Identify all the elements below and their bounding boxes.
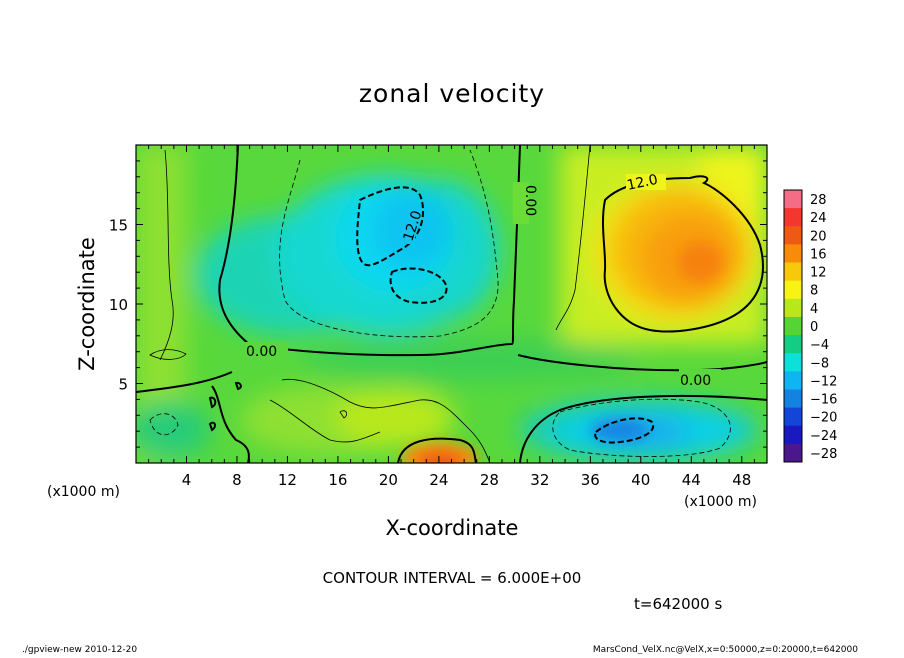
- colorbar-label: −8: [810, 356, 829, 371]
- colorbar: 28 24 20 16 12 8 4 0 −4 −8 −12 −16 −20 −24 −28: [783, 189, 837, 463]
- x-axis: 4 8 12 16 20 24 28 32 36 40 44 48: [148, 145, 755, 489]
- y-axis: 5 10 15: [109, 160, 767, 448]
- colorbar-label: 12: [810, 266, 827, 281]
- x-tick-label: 8: [232, 471, 242, 489]
- plot-area: [136, 145, 767, 463]
- field-peaks: [402, 242, 722, 463]
- colorbar-label: 28: [810, 193, 827, 208]
- colorbar-label: −4: [810, 338, 829, 353]
- colorbar-label: −28: [810, 447, 837, 462]
- x-tick-label: 28: [480, 471, 499, 489]
- y-tick-label: 5: [118, 376, 128, 394]
- x-tick-label: 4: [182, 471, 192, 489]
- colorbar-swatch: [784, 353, 802, 372]
- footer-left: ./gpview-new 2010-12-20: [22, 645, 137, 654]
- colorbar-label: −24: [810, 429, 837, 444]
- negative-contours: [149, 149, 731, 457]
- colorbar-swatch: [784, 244, 802, 264]
- x-tick-label: 24: [429, 471, 448, 489]
- y-unit-label: (x1000 m): [684, 494, 757, 510]
- y-tick-label: 10: [109, 296, 128, 314]
- x-axis-label: X-coordinate: [386, 516, 519, 540]
- contour-interval: CONTOUR INTERVAL = 6.000E+00: [323, 569, 582, 587]
- colorbar-label: 4: [810, 302, 818, 317]
- minus-twelve-contours: [356, 186, 655, 444]
- colorbar-label: −12: [810, 374, 837, 389]
- colorbar-label: −16: [810, 393, 837, 408]
- field-shading: [136, 145, 767, 463]
- colorbar-swatch: [784, 190, 802, 209]
- plus-twelve-contours: [602, 175, 764, 333]
- y-axis-label: Z-coordinate: [75, 237, 99, 371]
- x-tick-label: 16: [328, 471, 347, 489]
- contour-label: 0.00: [522, 185, 538, 216]
- colorbar-label: 0: [810, 320, 818, 335]
- colorbar-swatch: [784, 226, 802, 245]
- colorbar-swatch: [784, 262, 802, 282]
- colorbar-swatch: [784, 335, 802, 354]
- x-tick-label: 20: [379, 471, 398, 489]
- footer-right: MarsCond_VelX.nc@VelX,x=0:50000,z=0:2000…: [593, 645, 858, 654]
- contour-label: 0.00: [680, 373, 711, 389]
- colorbar-label: −20: [810, 411, 837, 426]
- x-tick-label: 40: [631, 471, 650, 489]
- x-tick-label: 44: [682, 471, 701, 489]
- time-label: t=642000 s: [634, 595, 722, 613]
- contour-label-bg: [244, 174, 721, 385]
- x-tick-label: 12: [278, 471, 297, 489]
- colorbar-swatch: [784, 407, 802, 427]
- chart-title: zonal velocity: [359, 79, 545, 108]
- colorbar-label: 16: [810, 247, 827, 262]
- x-tick-label: 36: [581, 471, 600, 489]
- contour-label: 0.00: [246, 344, 277, 360]
- colorbar-swatch: [784, 371, 802, 390]
- colorbar-swatch: [784, 425, 802, 445]
- colorbar-swatch: [784, 316, 802, 336]
- colorbar-label: 24: [810, 211, 827, 226]
- colorbar-frame: [783, 189, 803, 463]
- colorbar-swatch: [784, 208, 802, 227]
- contour-label: 12.0: [626, 172, 660, 194]
- colorbar-label: 8: [810, 284, 818, 299]
- x-tick-label: 32: [530, 471, 549, 489]
- colorbar-swatch: [784, 389, 802, 409]
- colorbar-swatch: [784, 443, 802, 463]
- x-tick-label: 48: [732, 471, 751, 489]
- colorbar-label: 20: [810, 229, 827, 244]
- colorbar-swatch: [784, 298, 802, 318]
- x-unit-label: (x1000 m): [47, 484, 120, 500]
- colorbar-swatch: [784, 280, 802, 300]
- thin-contours: [149, 145, 591, 463]
- y-tick-label: 15: [109, 217, 128, 235]
